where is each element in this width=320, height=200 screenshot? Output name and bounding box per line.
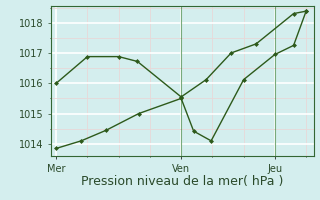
X-axis label: Pression niveau de la mer( hPa ): Pression niveau de la mer( hPa ): [81, 175, 284, 188]
